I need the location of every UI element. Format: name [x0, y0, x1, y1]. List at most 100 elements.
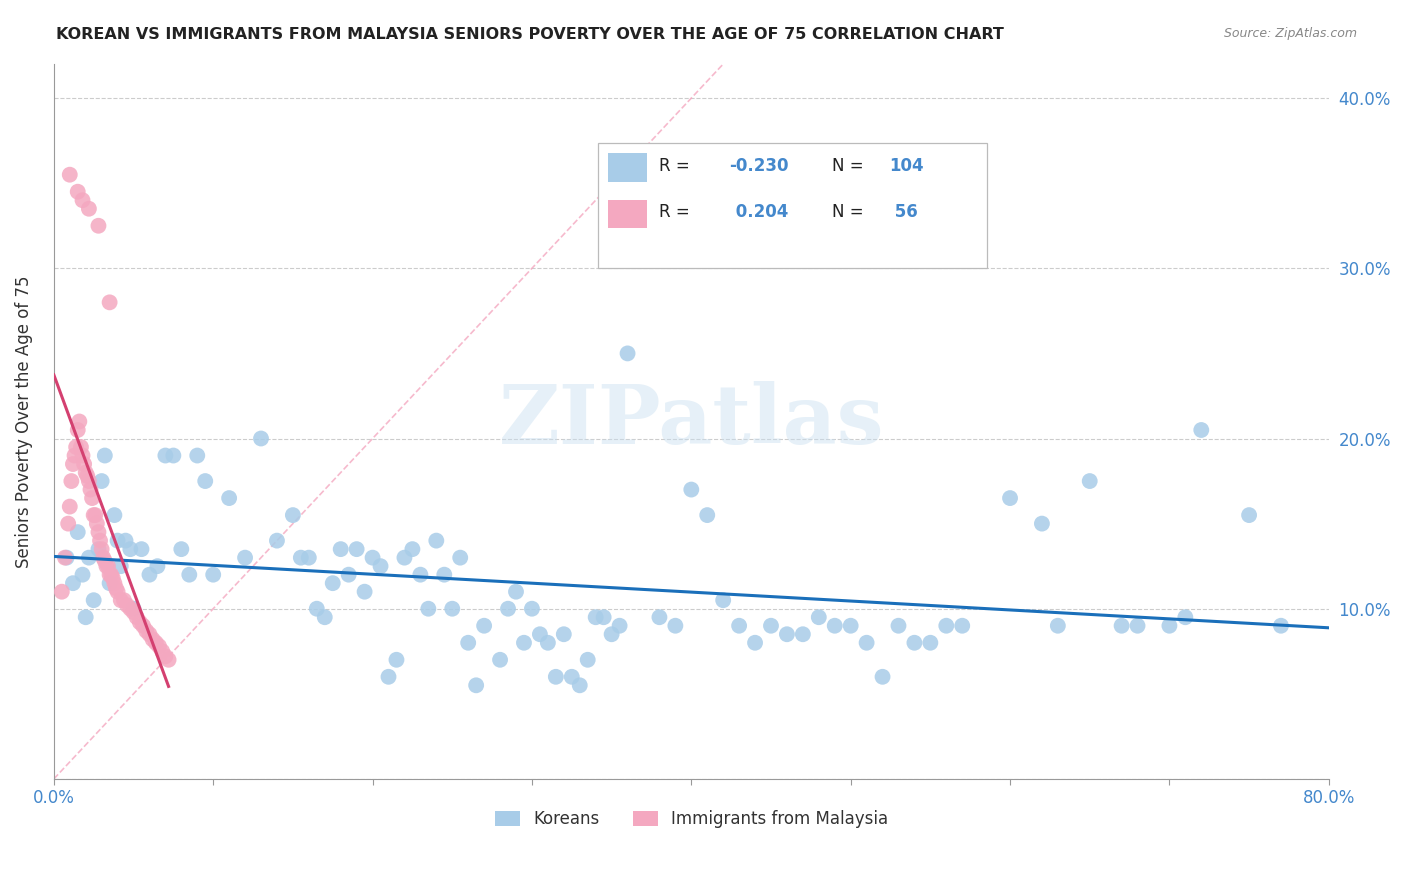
Point: [122, 605, 145, 619]
Point: [59, 500, 82, 514]
Point: [920, 636, 942, 650]
Point: [585, 610, 607, 624]
Point: [84, 508, 107, 522]
Point: [77, 474, 100, 488]
Point: [65, 440, 87, 454]
Point: [62, 457, 84, 471]
Point: [67, 415, 90, 429]
Point: [728, 618, 751, 632]
Point: [568, 678, 591, 692]
Point: [170, 542, 193, 557]
Text: Source: ZipAtlas.com: Source: ZipAtlas.com: [1223, 27, 1357, 40]
Point: [51, 584, 73, 599]
Point: [218, 491, 240, 505]
Point: [77, 550, 100, 565]
Point: [100, 567, 122, 582]
Point: [776, 627, 799, 641]
Point: [146, 559, 169, 574]
Point: [792, 627, 814, 641]
Text: -0.230: -0.230: [730, 157, 789, 175]
Point: [86, 516, 108, 531]
Point: [107, 584, 129, 599]
Point: [87, 219, 110, 233]
Point: [298, 550, 321, 565]
Point: [1159, 618, 1181, 632]
Point: [138, 627, 160, 641]
Point: [950, 618, 973, 632]
Point: [103, 576, 125, 591]
Point: [759, 618, 782, 632]
Point: [73, 457, 96, 471]
Point: [839, 618, 862, 632]
Text: 0.204: 0.204: [730, 203, 787, 221]
Point: [807, 610, 830, 624]
Point: [98, 576, 121, 591]
Point: [457, 636, 479, 650]
Point: [496, 601, 519, 615]
Point: [322, 576, 344, 591]
Point: [1046, 618, 1069, 632]
Point: [62, 576, 84, 591]
Point: [83, 508, 105, 522]
Point: [711, 593, 734, 607]
Point: [90, 474, 112, 488]
Point: [616, 346, 638, 360]
Point: [696, 508, 718, 522]
Point: [576, 653, 599, 667]
Point: [80, 491, 103, 505]
Point: [609, 618, 631, 632]
Point: [409, 567, 432, 582]
Point: [98, 567, 121, 582]
Point: [63, 449, 86, 463]
Point: [744, 636, 766, 650]
Point: [233, 550, 256, 565]
Point: [353, 584, 375, 599]
Point: [489, 653, 512, 667]
Point: [107, 533, 129, 548]
Point: [87, 525, 110, 540]
Point: [513, 636, 536, 650]
Point: [55, 550, 77, 565]
Point: [122, 601, 145, 615]
Point: [145, 636, 167, 650]
Point: [155, 649, 177, 664]
Point: [148, 639, 170, 653]
Point: [87, 542, 110, 557]
Text: R =: R =: [659, 157, 696, 175]
Point: [648, 610, 671, 624]
Point: [520, 601, 543, 615]
Point: [664, 618, 686, 632]
Point: [179, 567, 201, 582]
Point: [104, 582, 127, 596]
Point: [60, 474, 83, 488]
Point: [1126, 618, 1149, 632]
Point: [110, 593, 132, 607]
Point: [131, 542, 153, 557]
Point: [66, 423, 89, 437]
Legend: Koreans, Immigrants from Malaysia: Koreans, Immigrants from Malaysia: [488, 804, 894, 835]
Point: [370, 559, 392, 574]
Text: R =: R =: [659, 203, 696, 221]
Point: [162, 449, 184, 463]
Point: [72, 567, 94, 582]
Point: [89, 533, 111, 548]
Point: [186, 449, 208, 463]
Point: [94, 449, 117, 463]
Point: [98, 295, 121, 310]
Point: [120, 542, 142, 557]
Point: [76, 469, 98, 483]
Point: [425, 533, 447, 548]
Point: [505, 584, 527, 599]
Point: [72, 449, 94, 463]
Point: [433, 567, 456, 582]
Point: [561, 670, 583, 684]
Point: [472, 618, 495, 632]
Point: [394, 550, 416, 565]
Point: [103, 508, 125, 522]
Point: [1237, 508, 1260, 522]
Point: [1111, 618, 1133, 632]
Point: [77, 202, 100, 216]
Point: [305, 601, 328, 615]
Point: [998, 491, 1021, 505]
Point: [1031, 516, 1053, 531]
